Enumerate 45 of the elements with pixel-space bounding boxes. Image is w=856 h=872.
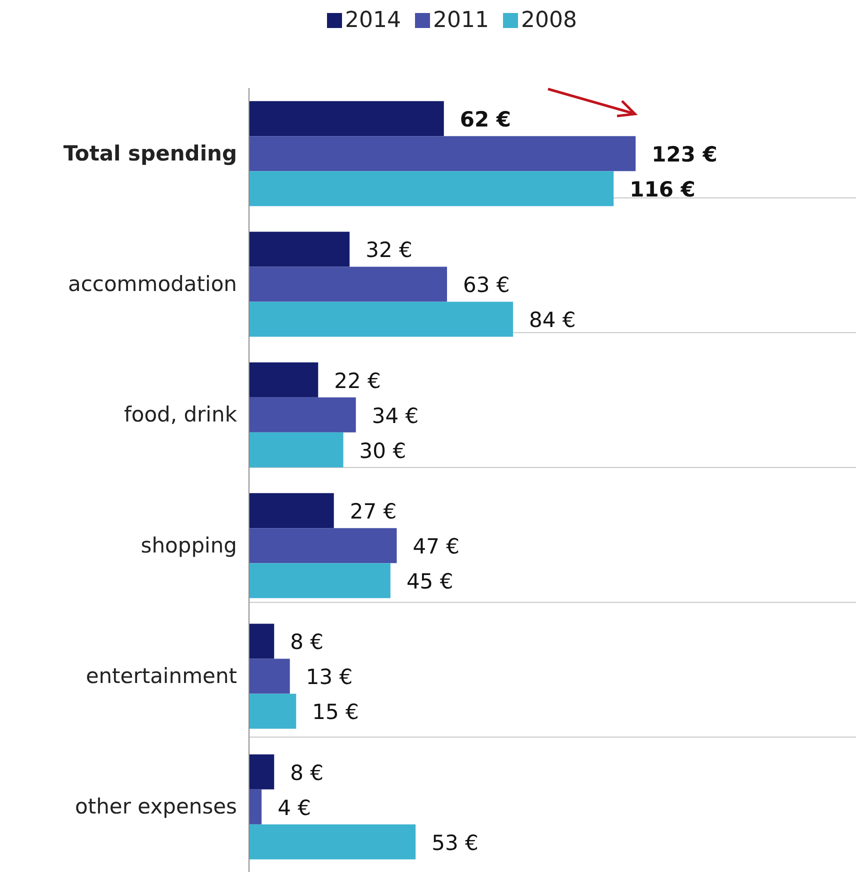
- data-label: 123 €: [652, 142, 718, 167]
- data-label: 30 €: [359, 438, 406, 463]
- legend-label: 2014: [344, 8, 401, 33]
- bar: [249, 563, 390, 598]
- y-tick-label: other expenses: [75, 794, 237, 819]
- data-label: 63 €: [463, 273, 510, 298]
- legend-label: 2011: [432, 8, 489, 33]
- bar: [249, 528, 397, 564]
- y-tick-label: entertainment: [86, 664, 237, 688]
- data-label: 32 €: [366, 238, 412, 262]
- legend-label: 2008: [520, 8, 577, 33]
- data-label: 116 €: [630, 178, 696, 202]
- bar: [249, 136, 636, 172]
- data-label: 8 €: [290, 630, 324, 654]
- data-label: 45 €: [406, 570, 454, 594]
- bar: [249, 789, 262, 824]
- y-tick-label: Total spending: [63, 141, 237, 166]
- bar: [249, 171, 614, 206]
- bar: [249, 362, 318, 398]
- bar: [249, 397, 356, 432]
- bar: [249, 101, 444, 136]
- bar: [249, 266, 448, 302]
- data-label: 27 €: [350, 500, 397, 524]
- y-tick-label: food, drink: [124, 402, 238, 427]
- bar: [249, 302, 514, 337]
- y-tick-label: accommodation: [68, 272, 237, 296]
- bar: [249, 432, 344, 468]
- bar: [249, 754, 274, 790]
- data-label: 34 €: [372, 404, 419, 428]
- bar: [249, 232, 350, 267]
- data-label: 84 €: [529, 308, 576, 332]
- data-label: 15 €: [312, 700, 359, 724]
- bar: [249, 658, 290, 694]
- data-label: 4 €: [278, 796, 311, 820]
- data-label: 62 €: [460, 108, 512, 132]
- data-label: 53 €: [432, 830, 478, 855]
- bar: [249, 694, 296, 729]
- data-label: 22 €: [334, 368, 381, 393]
- bar: [249, 624, 274, 659]
- data-label: 13 €: [306, 665, 353, 690]
- y-tick-label: shopping: [140, 533, 237, 558]
- bar: [249, 824, 416, 860]
- bar: [249, 493, 334, 528]
- data-label: 8 €: [290, 760, 324, 785]
- data-label: 47 €: [412, 534, 460, 559]
